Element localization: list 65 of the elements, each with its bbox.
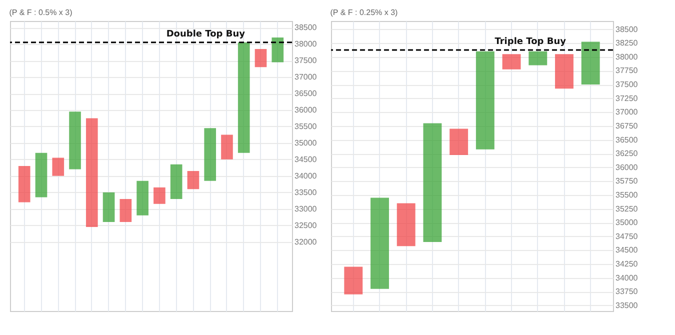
bar [396, 203, 416, 246]
y-tick-label: 38500 [616, 24, 638, 34]
y-tick-label: 35500 [616, 190, 638, 200]
ref-line-label: Triple Top Buy [494, 37, 566, 47]
y-tick-label: 34750 [616, 232, 638, 241]
y-tick-label: 34250 [616, 260, 638, 269]
bar [120, 198, 132, 222]
bar [238, 42, 250, 153]
y-tick-label: 32500 [294, 220, 318, 230]
bar [187, 170, 200, 190]
y-tick-label: 36000 [294, 105, 318, 114]
bar [555, 54, 574, 89]
y-tick-label: 34500 [616, 246, 638, 255]
y-tick-label: 36250 [616, 149, 638, 158]
y-tick-label: 33500 [294, 188, 318, 197]
bar [254, 49, 267, 68]
bar [502, 54, 521, 70]
bar [581, 42, 600, 85]
y-tick-label: 36000 [616, 162, 638, 172]
y-tick-label: 34500 [294, 154, 318, 164]
bar [86, 118, 98, 227]
y-tick-label: 38500 [294, 23, 318, 32]
y-tick-label: 33500 [616, 300, 638, 310]
bar [528, 51, 548, 66]
ref-line-label: Double Top Buy [166, 29, 246, 40]
y-tick-label: 35000 [616, 218, 638, 228]
y-tick-label: 37500 [294, 56, 318, 66]
chart-title: (P & F : 0.25% x 3) [330, 8, 398, 17]
y-tick-label: 35000 [294, 138, 318, 148]
y-tick-label: 36750 [616, 121, 638, 130]
y-tick-label: 34000 [294, 171, 318, 180]
y-tick-label: 38000 [616, 52, 638, 62]
bar [69, 112, 81, 170]
chart-title: (P & F : 0.5% x 3) [9, 8, 73, 17]
y-tick-label: 35250 [616, 204, 638, 214]
y-tick-label: 37500 [616, 80, 638, 90]
bar [370, 198, 389, 289]
y-tick-label: 36500 [616, 135, 638, 144]
y-tick-label: 35500 [294, 122, 318, 131]
y-tick-label: 37750 [616, 66, 638, 76]
bar [344, 266, 363, 294]
bar [170, 164, 182, 199]
bar [154, 187, 166, 204]
y-tick-label: 38250 [616, 38, 638, 48]
bar [476, 51, 494, 150]
y-tick-label: 33750 [616, 287, 638, 296]
y-tick-label: 37000 [294, 72, 318, 82]
bar [35, 152, 48, 198]
bar [52, 158, 64, 176]
bar [423, 123, 442, 242]
bar [272, 37, 284, 62]
bar [18, 166, 30, 202]
y-tick-label: 35750 [616, 176, 638, 186]
y-tick-label: 34000 [616, 273, 638, 282]
bar [102, 192, 115, 222]
y-tick-label: 32000 [294, 237, 318, 246]
bar [450, 128, 468, 155]
y-tick-label: 37250 [616, 94, 638, 103]
y-tick-label: 33000 [294, 204, 318, 214]
y-tick-label: 36500 [294, 89, 318, 98]
bar [136, 180, 148, 216]
y-tick-label: 38000 [294, 40, 318, 49]
bar [221, 134, 233, 160]
y-tick-label: 37000 [616, 108, 638, 117]
bar [204, 128, 216, 181]
